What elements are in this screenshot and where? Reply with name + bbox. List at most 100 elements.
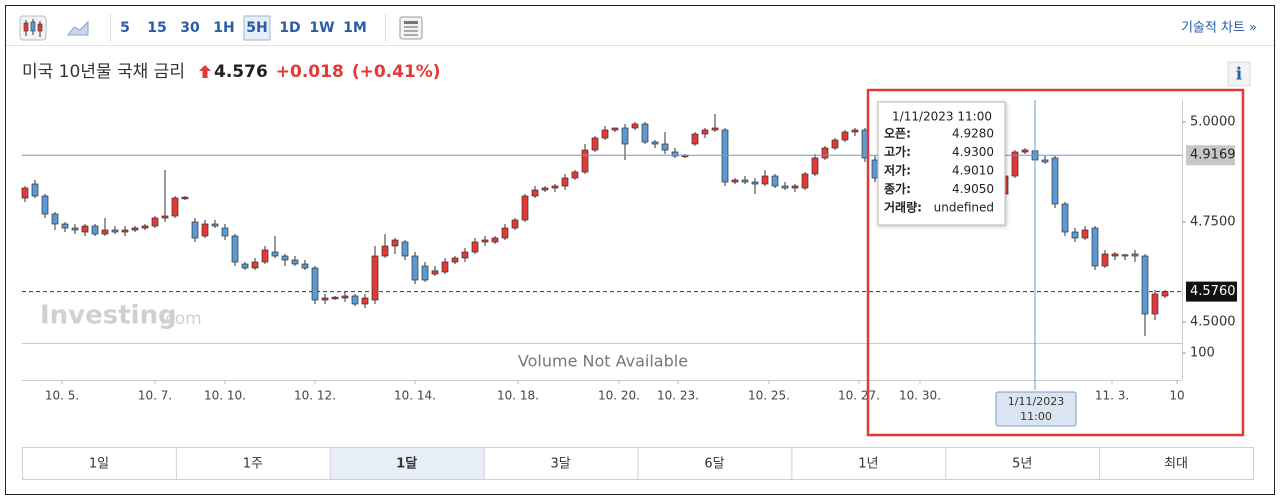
- candle-body: [81, 225, 89, 233]
- candle-body: [261, 249, 269, 263]
- x-tick-label: 10. 30.: [899, 389, 941, 403]
- up-arrow: [199, 65, 211, 78]
- candle-body: [661, 143, 669, 151]
- candle-body: [291, 259, 299, 265]
- candle-body: [271, 251, 279, 257]
- candle-body: [411, 255, 419, 281]
- candle-body: [241, 263, 249, 269]
- candle-body: [801, 173, 809, 189]
- interval-button[interactable]: 15: [147, 20, 166, 36]
- candle-body: [671, 151, 679, 157]
- period-button[interactable]: 최대: [1164, 457, 1188, 472]
- price: 4.576: [214, 62, 268, 82]
- info-icon[interactable]: i: [1236, 65, 1243, 85]
- candle-body: [821, 147, 829, 159]
- table-icon[interactable]: [399, 16, 423, 40]
- technical-chart-link[interactable]: 기술적 차트 »: [1181, 21, 1257, 36]
- active-period: [330, 448, 485, 479]
- period-button[interactable]: 5년: [1012, 457, 1032, 472]
- candle-body: [461, 251, 469, 259]
- interval-button[interactable]: 5: [120, 20, 130, 36]
- x-tick-label: 10. 10.: [204, 389, 246, 403]
- tooltip: [877, 101, 1006, 226]
- candle-body: [171, 197, 179, 217]
- period-button[interactable]: 1년: [858, 457, 878, 472]
- candle-body: [311, 267, 319, 301]
- candle-body: [581, 149, 589, 173]
- candle-body: [721, 129, 729, 183]
- candle-body: [201, 223, 209, 237]
- period-button[interactable]: 3달: [550, 457, 570, 472]
- candle-body: [811, 157, 819, 175]
- candle-body: [41, 195, 49, 215]
- candle-body: [601, 129, 609, 139]
- crosshair-time: 11:00: [1020, 410, 1052, 423]
- volume-message: Volume Not Available: [518, 352, 688, 371]
- candle-body: [451, 257, 459, 263]
- candle-body: [871, 159, 879, 179]
- candle-body: [1081, 229, 1089, 239]
- interval-button[interactable]: 1D: [279, 20, 300, 36]
- x-tick-label: 10. 14.: [394, 389, 436, 403]
- y-tick-label: 5.0000: [1190, 115, 1236, 130]
- candle-body: [391, 239, 399, 247]
- candle-body: [471, 241, 479, 253]
- candle-body: [1101, 253, 1109, 267]
- candle-body: [31, 183, 39, 197]
- x-tick-label: 10. 27.: [838, 389, 880, 403]
- interval-button[interactable]: 5H: [246, 20, 267, 36]
- candle-body: [161, 215, 169, 219]
- candle-body: [571, 171, 579, 179]
- candle-body: [591, 137, 599, 151]
- area-icon[interactable]: [67, 20, 89, 36]
- candle-body: [491, 237, 499, 243]
- tooltip-value: 4.9010: [952, 164, 994, 178]
- candle-body: [1161, 291, 1169, 297]
- candle-body: [321, 297, 329, 301]
- candle-icon[interactable]: [19, 15, 47, 41]
- candle-body: [631, 123, 639, 129]
- period-button[interactable]: 6달: [704, 457, 724, 472]
- tooltip-value: undefined: [934, 201, 994, 215]
- period-button[interactable]: 1달: [396, 457, 417, 472]
- interval-button[interactable]: 1M: [343, 20, 367, 36]
- x-tick-label: 10. 5.: [45, 389, 79, 403]
- candle-body: [731, 179, 739, 183]
- last-price-label: 4.5760: [1190, 284, 1236, 299]
- period-button[interactable]: 1일: [89, 457, 109, 472]
- candle-body: [431, 270, 439, 275]
- candle-body: [1131, 253, 1139, 257]
- interval-button[interactable]: 30: [180, 20, 200, 36]
- candle-body: [21, 187, 29, 199]
- candle-body: [541, 187, 549, 191]
- candle-body: [361, 297, 369, 305]
- candle-body: [1141, 255, 1149, 315]
- candle-body: [101, 229, 109, 235]
- candle-body: [1111, 253, 1119, 257]
- candle-body: [211, 223, 219, 227]
- candle-body: [1011, 151, 1019, 177]
- period-button[interactable]: 1주: [243, 457, 263, 472]
- tooltip-label: 고가:: [884, 144, 911, 159]
- candle-body: [741, 179, 749, 183]
- candle-body: [331, 296, 339, 300]
- info-button[interactable]: [1227, 61, 1251, 87]
- y-tick-label: 4.7500: [1190, 215, 1236, 230]
- candle-body: [711, 127, 719, 131]
- x-tick-label: 10. 7.: [138, 389, 172, 403]
- interval-button[interactable]: 1H: [213, 20, 234, 36]
- candle-body: [561, 177, 569, 187]
- candle-body: [1071, 231, 1079, 239]
- candle-body: [501, 227, 509, 239]
- candle-body: [71, 227, 79, 231]
- candle-body: [641, 123, 649, 143]
- crosshair-price-label: 4.9169: [1190, 148, 1236, 163]
- candle-body: [831, 139, 839, 149]
- crosshair-date: 1/11/2023: [1008, 395, 1064, 408]
- instrument-title: 미국 10년물 국채 금리: [22, 62, 185, 82]
- quote: 4.576 +0.018 (+0.41%): [214, 62, 441, 82]
- candle-body: [251, 261, 259, 269]
- interval-button[interactable]: 1W: [309, 20, 334, 36]
- candle-body: [481, 239, 489, 243]
